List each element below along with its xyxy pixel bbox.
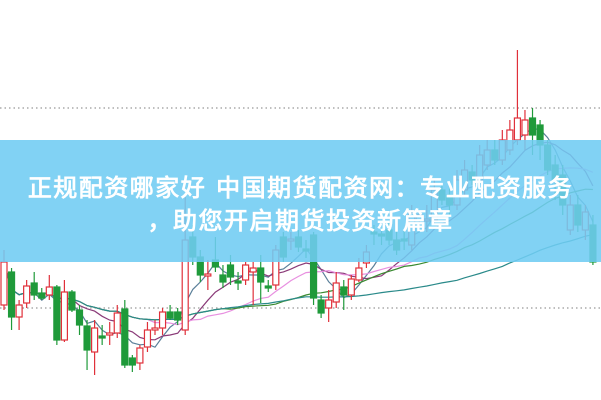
candle-up [0,261,8,306]
candle-down [53,286,61,341]
candle-down [257,267,265,283]
candle-down [219,274,227,283]
candle-up [113,312,121,334]
candle-down [234,280,242,284]
banner-title-line-1: 正规配资哪家好 中国期货配资网：专业配资服务 [27,174,574,202]
candle-down [30,282,38,296]
candle-up [136,347,144,364]
candle-down [83,325,91,351]
banner-title-line-2: ，助您开启期货投资新篇章 [147,207,454,235]
candle-up [249,267,257,273]
candle-down [340,286,348,296]
candle-down [68,291,76,311]
candle-up [242,264,250,281]
candle-up [91,327,99,353]
candle-up [143,329,152,348]
candle-up [325,299,333,309]
candle-up [23,285,31,304]
candle-up [15,304,23,318]
candle-down [317,299,325,314]
candle-down [166,311,174,319]
candle-up [332,282,340,303]
candle-up [347,278,355,296]
candle-down [7,271,16,318]
title-banner: 正规配资哪家好 中国期货配资网：专业配资服务 ，助您开启期货投资新篇章 [0,140,601,262]
candle-down [174,311,182,321]
candle-up [106,332,114,336]
candle-up [521,119,529,136]
candle-up [151,327,159,331]
candle-down [264,285,272,289]
moving-average-line-60 [3,234,594,321]
candle-up [513,117,522,141]
candle-down [128,357,136,366]
candle-down [75,309,84,326]
candle-down [226,264,235,278]
candle-up [355,267,363,281]
candle-down [38,292,46,299]
candle-up [45,286,53,296]
candle-down [121,308,129,366]
candle-up [60,291,69,341]
candle-up [204,273,212,277]
candle-down [98,335,106,339]
candle-down [528,117,537,136]
candle-up [158,311,167,329]
